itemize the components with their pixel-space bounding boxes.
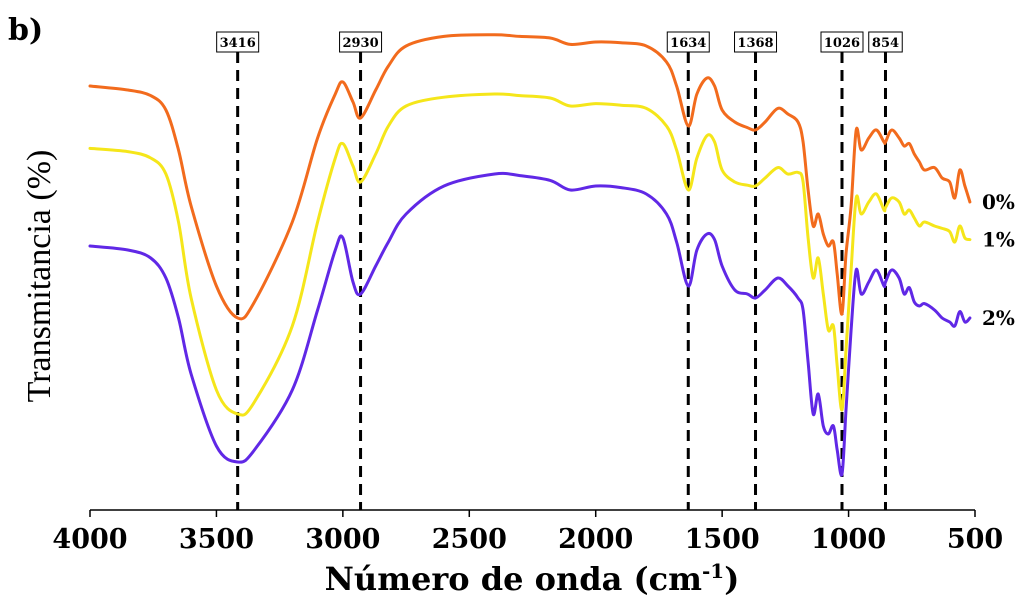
peak-label-box-2930 <box>339 31 383 53</box>
x-axis-label: Número de onda (cm-1) <box>325 559 740 598</box>
peak-label-3416: 3416 <box>220 36 256 51</box>
x-tick-label-1500: 1500 <box>685 524 760 555</box>
peak-label-1368: 1368 <box>737 36 773 51</box>
peak-label-box-3416 <box>216 31 260 53</box>
peak-label-1026: 1026 <box>824 36 860 51</box>
x-tick-label-1000: 1000 <box>811 524 886 555</box>
peak-label-2930: 2930 <box>342 36 378 51</box>
y-axis-label: Transmitancia (%) <box>21 150 58 403</box>
series-label-2: 2% <box>982 306 1015 330</box>
x-tick-label-3000: 3000 <box>305 524 380 555</box>
series-lines <box>88 33 972 477</box>
series-line-1 <box>88 92 972 417</box>
x-axis-label-end: ) <box>724 560 739 598</box>
peak-label-box-1368 <box>734 31 778 53</box>
peak-label-854: 854 <box>872 36 899 51</box>
series-label-0: 0% <box>982 190 1015 214</box>
peak-label-box-1634 <box>666 31 710 53</box>
series-labels: 0% 1% 2% <box>982 190 1015 330</box>
x-tick-label-2000: 2000 <box>558 524 633 555</box>
x-axis-label-main: Número de onda (cm <box>325 560 702 598</box>
series-label-1: 1% <box>982 228 1015 252</box>
x-axis-label-superscript: -1 <box>702 559 724 583</box>
x-tick-label-500: 500 <box>947 524 1003 555</box>
peak-label-box-854 <box>868 31 903 53</box>
peak-markers: 3416 2930 1634 1368 1026 854 <box>216 31 903 510</box>
x-tick-label-4000: 4000 <box>52 524 127 555</box>
series-line-0 <box>88 33 972 321</box>
x-tick-label-3500: 3500 <box>179 524 254 555</box>
panel-label: b) <box>8 13 43 48</box>
series-line-2 <box>88 171 972 477</box>
peak-label-box-1026 <box>820 31 864 53</box>
x-axis-ticks: 4000 3500 3000 2500 2000 1500 1000 500 <box>52 510 1003 555</box>
x-tick-label-2500: 2500 <box>432 524 507 555</box>
peak-label-1634: 1634 <box>670 36 706 51</box>
